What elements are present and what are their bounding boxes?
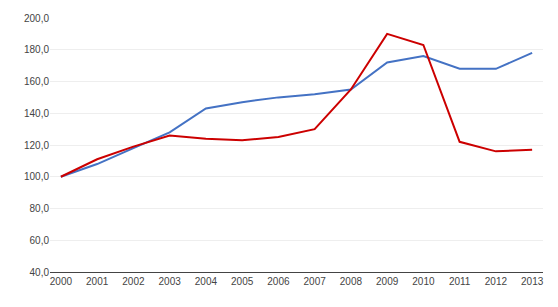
svg-text:2003: 2003 — [159, 276, 182, 287]
svg-text:200,0: 200,0 — [24, 13, 49, 24]
svg-text:2012: 2012 — [485, 276, 508, 287]
svg-text:100,0: 100,0 — [24, 171, 49, 182]
svg-text:180,0: 180,0 — [24, 44, 49, 55]
svg-text:2013: 2013 — [521, 276, 544, 287]
svg-text:60,0: 60,0 — [30, 235, 50, 246]
svg-text:2001: 2001 — [86, 276, 109, 287]
svg-text:80,0: 80,0 — [30, 203, 50, 214]
svg-text:2002: 2002 — [122, 276, 145, 287]
svg-text:40,0: 40,0 — [30, 267, 50, 278]
svg-text:2009: 2009 — [376, 276, 399, 287]
svg-text:2004: 2004 — [195, 276, 218, 287]
svg-text:2011: 2011 — [449, 276, 471, 287]
svg-text:140,0: 140,0 — [24, 108, 49, 119]
svg-text:2008: 2008 — [340, 276, 363, 287]
svg-text:2005: 2005 — [231, 276, 254, 287]
svg-text:120,0: 120,0 — [24, 140, 49, 151]
svg-text:2007: 2007 — [304, 276, 327, 287]
svg-text:2006: 2006 — [267, 276, 290, 287]
svg-text:160,0: 160,0 — [24, 76, 49, 87]
svg-text:2010: 2010 — [412, 276, 435, 287]
svg-text:2000: 2000 — [50, 276, 73, 287]
